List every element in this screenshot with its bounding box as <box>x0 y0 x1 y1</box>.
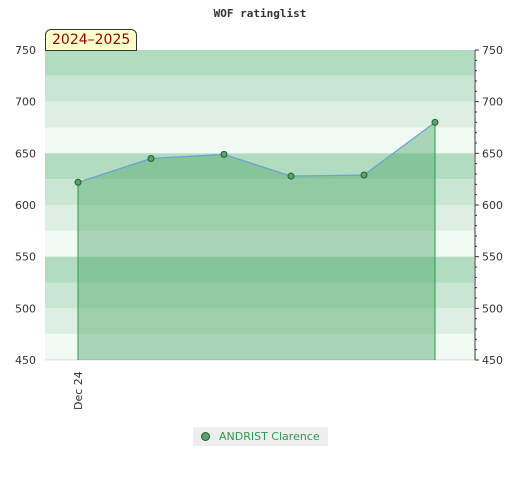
background-band <box>45 308 474 335</box>
background-band <box>45 179 474 205</box>
background-band <box>45 230 474 257</box>
season-label: 2024–2025 <box>45 29 138 51</box>
background-band <box>45 282 474 309</box>
y-tick-label-left: 500 <box>15 302 36 315</box>
data-point <box>287 172 295 180</box>
background-band <box>45 50 474 76</box>
legend[interactable]: ANDRIST Clarence <box>193 427 328 446</box>
y-tick-label-right: 500 <box>482 302 503 315</box>
legend-marker-icon <box>201 432 210 441</box>
background-band <box>45 256 474 283</box>
legend-series-name: ANDRIST Clarence <box>219 430 320 443</box>
x-tick-label: Dec 24 <box>72 371 85 410</box>
axes: 450 450 500 500 550 550 600 600 650 650 700 700 750 7… <box>15 44 503 410</box>
background-band <box>45 127 474 154</box>
series-line <box>77 121 436 183</box>
background-band <box>45 205 474 231</box>
y-tick-label-left: 550 <box>15 251 36 264</box>
series-area <box>74 118 439 360</box>
chart-title: WOF ratinglist <box>214 7 307 20</box>
data-point <box>360 171 368 179</box>
y-tick-label-right: 650 <box>482 147 503 160</box>
y-tick-label-left: 600 <box>15 199 36 212</box>
y-tick-label-left: 750 <box>15 44 36 57</box>
background-band <box>45 334 474 360</box>
y-tick-label-right: 450 <box>482 354 503 367</box>
data-point <box>147 155 155 162</box>
y-tick-label-left: 650 <box>15 147 36 160</box>
y-tick-label-left: 700 <box>15 96 36 109</box>
data-point <box>220 150 228 158</box>
background-band <box>45 75 474 102</box>
y-tick-label-right: 550 <box>482 251 503 264</box>
y-tick-label-right: 750 <box>482 44 503 57</box>
y-tick-label-right: 600 <box>482 199 503 212</box>
data-point <box>74 178 82 186</box>
series-area-fill <box>78 122 435 360</box>
y-tick-label-right: 700 <box>482 96 503 109</box>
data-point <box>431 118 439 126</box>
y-tick-label-left: 450 <box>15 354 36 367</box>
background-band <box>45 101 474 128</box>
